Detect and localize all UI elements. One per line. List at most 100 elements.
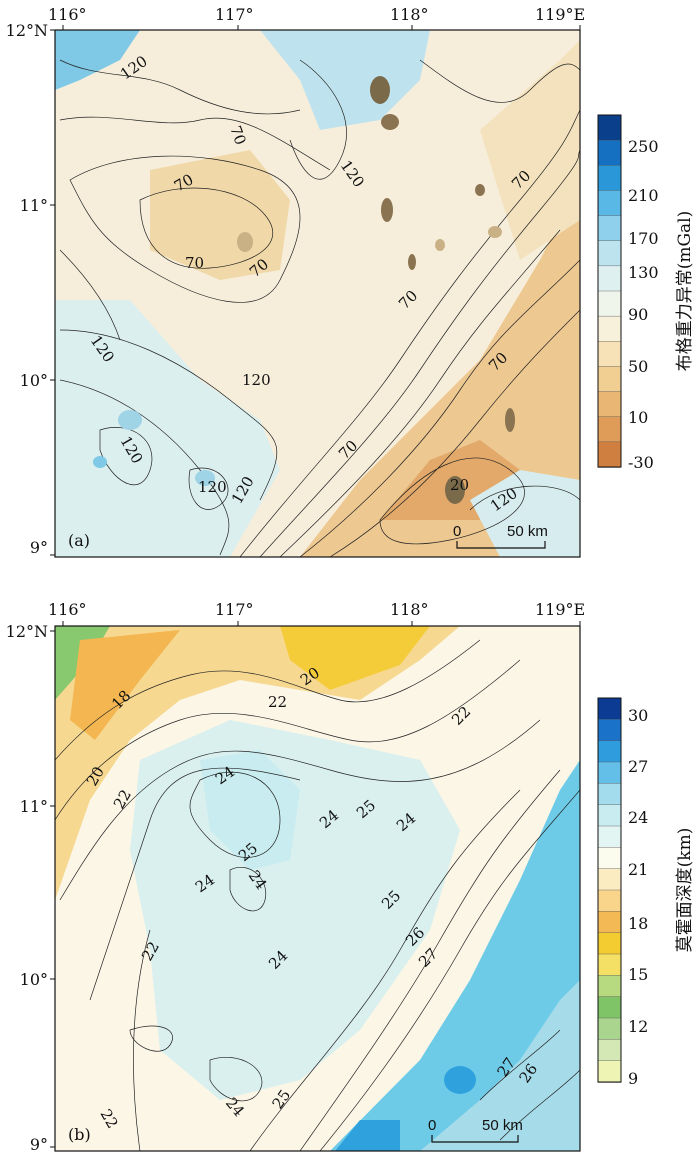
panel-a-map: 120 70 120 70 70 70 120 70 70 70 120 120… <box>55 30 580 557</box>
panel-b-colorbar: 30 27 24 21 18 15 12 9 莫霍面深度(km) <box>597 697 695 1088</box>
local-anomaly <box>505 408 515 432</box>
colorbar-swatch <box>597 889 622 913</box>
local-anomaly <box>381 114 399 130</box>
y-tick-label: 9° <box>30 1135 48 1154</box>
contour-line <box>239 109 580 557</box>
colorbar-swatch <box>597 416 622 443</box>
colorbar-tick: 15 <box>628 965 648 984</box>
local-anomaly <box>445 476 465 504</box>
contour-line <box>299 259 580 557</box>
colorbar-swatch <box>597 697 622 721</box>
colorbar-swatch <box>597 911 622 934</box>
contour-line <box>479 1029 561 1101</box>
colorbar-swatch <box>597 761 622 785</box>
panel-a-low-gravity-center <box>150 150 290 280</box>
contour-line <box>59 249 121 341</box>
panel-b-contours <box>55 639 580 1151</box>
panel-a-mid-east <box>480 40 580 260</box>
contour-line <box>319 789 580 1151</box>
panel-b-deep-moho-se <box>330 760 580 1151</box>
contour-line <box>59 329 278 501</box>
contour-line <box>469 485 580 511</box>
y-tick-label: 12°N <box>6 21 48 40</box>
colorbar-swatch <box>597 1060 622 1083</box>
colorbar-tick: 170 <box>628 229 659 248</box>
colorbar-swatch <box>597 441 622 468</box>
colorbar-frame <box>597 114 622 468</box>
local-anomaly <box>93 456 107 468</box>
colorbar-tick: 21 <box>628 860 648 879</box>
colorbar-swatches <box>597 697 622 1083</box>
colorbar-swatch <box>597 315 622 342</box>
panel-b-tick-marks <box>50 621 581 1148</box>
colorbar-swatch <box>597 215 622 242</box>
colorbar-swatch <box>597 783 622 806</box>
colorbar-title: 布格重力异常(mGal) <box>675 211 695 372</box>
colorbar-tick: 27 <box>628 757 648 776</box>
y-tick-label: 9° <box>30 538 48 557</box>
colorbar-tick: 50 <box>628 357 648 376</box>
contour-line <box>289 59 347 180</box>
panel-a-high-gravity-sw <box>55 300 280 557</box>
contour-label: 20 <box>450 476 469 494</box>
colorbar-swatches <box>597 114 622 468</box>
panel-b-map: 20 18 22 22 20 22 24 24 25 24 25 24 24 2… <box>55 626 580 1151</box>
colorbar-swatch <box>597 804 622 827</box>
colorbar-ticks: 30 27 24 21 18 15 12 9 <box>628 706 648 1088</box>
colorbar-swatch <box>597 1017 622 1041</box>
panel-b-deep-moho-center <box>200 750 300 870</box>
contour-line <box>188 467 229 510</box>
local-anomaly <box>435 239 445 251</box>
colorbar-title: 莫霍面深度(km) <box>675 828 695 953</box>
panel-b: 20 18 22 22 20 22 24 24 25 24 25 24 24 2… <box>6 600 695 1154</box>
contour-line <box>139 187 273 269</box>
y-tick-label: 10° <box>20 970 48 989</box>
contour-label: 120 <box>242 371 271 389</box>
colorbar-swatch <box>597 740 622 763</box>
scale-bar-start: 0 <box>428 1117 436 1134</box>
x-tick-label: 117° <box>215 600 254 619</box>
contour-line <box>259 149 580 557</box>
contour-line <box>379 457 525 545</box>
contour-line <box>69 155 301 303</box>
colorbar-swatch <box>597 341 622 368</box>
colorbar-tick: 90 <box>628 305 648 324</box>
contour-line <box>329 309 580 557</box>
local-anomaly <box>195 470 215 486</box>
local-anomaly <box>237 232 253 252</box>
panel-b-deep-patch <box>444 1066 476 1094</box>
local-anomaly <box>381 198 393 222</box>
colorbar-tick: 9 <box>628 1069 638 1088</box>
colorbar-tick: -30 <box>628 453 654 472</box>
panel-a-contours <box>59 59 580 557</box>
colorbar-swatch <box>597 290 622 317</box>
colorbar-swatch <box>597 190 622 217</box>
colorbar-swatch <box>597 165 622 192</box>
colorbar-swatch <box>597 868 622 891</box>
colorbar-tick: 12 <box>628 1017 648 1036</box>
contour-line <box>499 1069 580 1141</box>
local-anomaly <box>118 410 142 430</box>
colorbar-tick: 10 <box>628 408 648 427</box>
contour-line <box>59 59 301 115</box>
contour-label: 120 <box>198 478 227 496</box>
panel-a-high-gravity-se <box>470 470 580 557</box>
x-tick-label: 116° <box>48 600 87 619</box>
panel-b-shallow-moho-band <box>70 630 180 740</box>
panel-a-scale-bar: 0 50 km <box>453 523 548 549</box>
panel-b-x-axis: 116° 117° 118° 119°E <box>48 600 585 619</box>
contour-label: 22 <box>268 693 287 711</box>
x-tick-label: 119°E <box>535 600 585 619</box>
contour-line <box>419 59 580 103</box>
colorbar-swatch <box>597 996 622 1019</box>
panel-a-colorbar: 250 210 170 130 130 90 50 10 -30 布格重力异常(… <box>597 114 695 472</box>
contour-line <box>249 789 521 1151</box>
panel-b-deep-moho-edge <box>420 980 580 1151</box>
x-tick-label: 117° <box>215 5 254 24</box>
contour-line <box>189 771 281 858</box>
colorbar-swatch <box>597 265 622 292</box>
colorbar-tick: 130 <box>628 263 659 282</box>
panel-b-shallow-moho-core <box>280 626 430 690</box>
colorbar-swatch <box>597 932 622 955</box>
colorbar-swatch <box>597 847 622 870</box>
